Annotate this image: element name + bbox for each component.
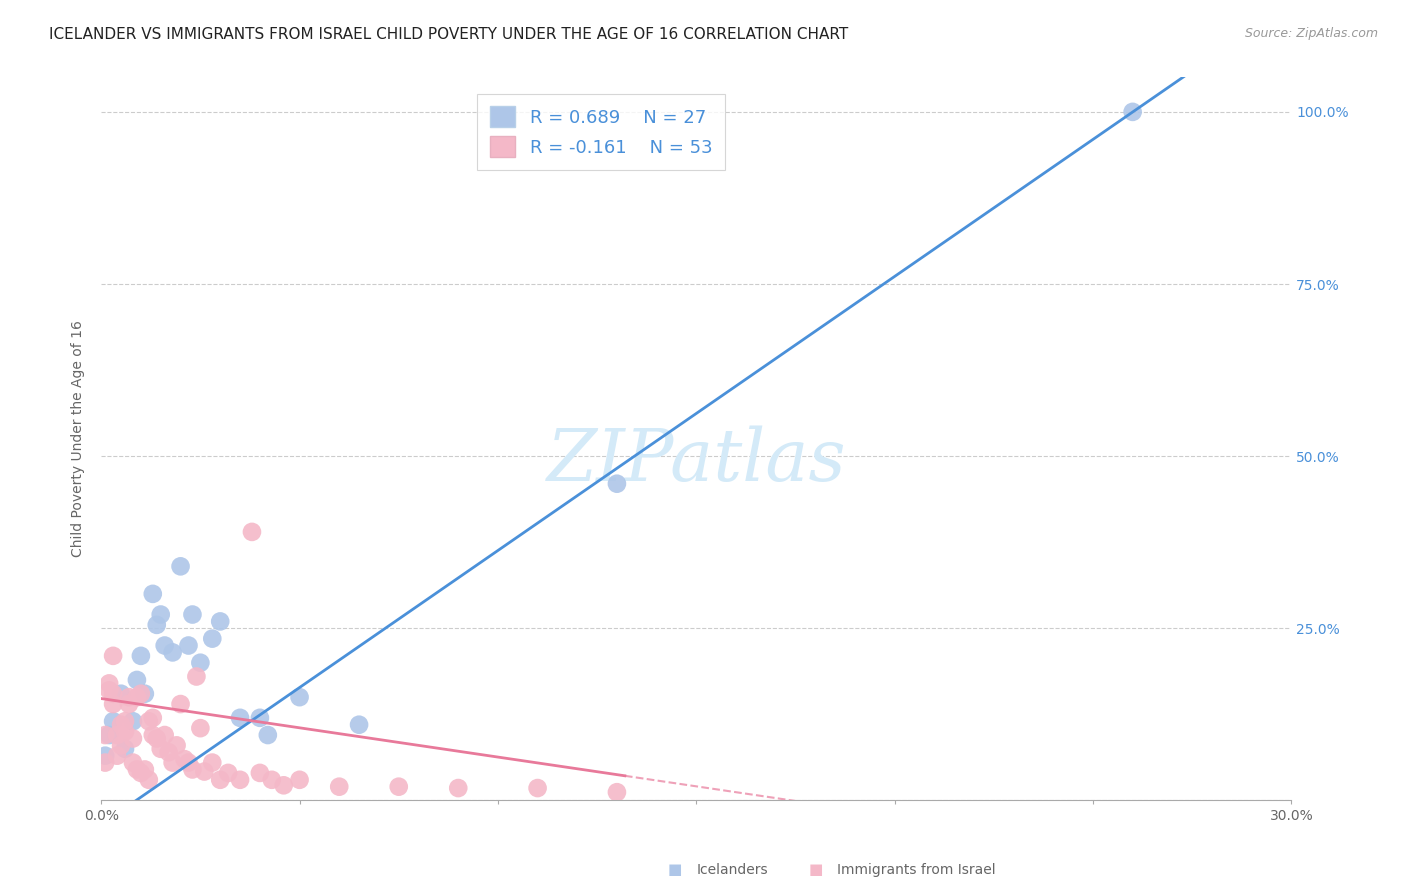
Point bbox=[101, 714, 124, 729]
Point bbox=[153, 728, 176, 742]
Point bbox=[98, 683, 121, 698]
Point bbox=[190, 721, 212, 735]
Text: ZIPatlas: ZIPatlas bbox=[547, 425, 846, 496]
Point bbox=[181, 763, 204, 777]
Point bbox=[98, 676, 121, 690]
Point bbox=[101, 687, 124, 701]
Text: ■: ■ bbox=[668, 863, 682, 877]
Point bbox=[181, 607, 204, 622]
Point bbox=[122, 731, 145, 746]
Text: Icelanders: Icelanders bbox=[696, 863, 768, 877]
Point bbox=[105, 728, 128, 742]
Text: Immigrants from Israel: Immigrants from Israel bbox=[837, 863, 995, 877]
Point bbox=[217, 765, 239, 780]
Point bbox=[94, 728, 117, 742]
Point bbox=[1122, 104, 1144, 119]
Point bbox=[240, 524, 263, 539]
Point bbox=[260, 772, 283, 787]
Point bbox=[193, 764, 215, 779]
Point bbox=[125, 763, 148, 777]
Point bbox=[388, 780, 411, 794]
Point bbox=[166, 739, 188, 753]
Legend: R = 0.689    N = 27, R = -0.161    N = 53: R = 0.689 N = 27, R = -0.161 N = 53 bbox=[477, 94, 725, 169]
Point bbox=[101, 648, 124, 663]
Point bbox=[249, 711, 271, 725]
Point bbox=[142, 711, 165, 725]
Point bbox=[129, 765, 152, 780]
Point bbox=[149, 607, 172, 622]
Point bbox=[201, 632, 224, 646]
Point bbox=[125, 673, 148, 687]
Point bbox=[157, 745, 180, 759]
Point bbox=[447, 780, 470, 795]
Text: ■: ■ bbox=[808, 863, 823, 877]
Point bbox=[209, 615, 232, 629]
Point bbox=[101, 697, 124, 711]
Point bbox=[142, 587, 165, 601]
Point bbox=[134, 687, 156, 701]
Point bbox=[129, 648, 152, 663]
Point bbox=[110, 687, 132, 701]
Point bbox=[114, 714, 136, 729]
Point bbox=[162, 645, 184, 659]
Point bbox=[138, 772, 160, 787]
Y-axis label: Child Poverty Under the Age of 16: Child Poverty Under the Age of 16 bbox=[72, 320, 86, 558]
Point bbox=[606, 476, 628, 491]
Point bbox=[273, 778, 295, 792]
Point bbox=[110, 717, 132, 731]
Point bbox=[145, 618, 167, 632]
Point bbox=[229, 711, 252, 725]
Point bbox=[177, 756, 200, 770]
Point bbox=[138, 714, 160, 729]
Point bbox=[149, 741, 172, 756]
Point bbox=[186, 669, 208, 683]
Text: Source: ZipAtlas.com: Source: ZipAtlas.com bbox=[1244, 27, 1378, 40]
Point bbox=[98, 728, 121, 742]
Point bbox=[94, 756, 117, 770]
Point bbox=[118, 697, 141, 711]
Point bbox=[169, 697, 191, 711]
Point bbox=[328, 780, 350, 794]
Point bbox=[209, 772, 232, 787]
Point bbox=[177, 639, 200, 653]
Point bbox=[162, 756, 184, 770]
Point bbox=[153, 639, 176, 653]
Point bbox=[129, 687, 152, 701]
Point bbox=[288, 772, 311, 787]
Point bbox=[288, 690, 311, 705]
Point bbox=[122, 714, 145, 729]
Point bbox=[114, 741, 136, 756]
Point bbox=[122, 756, 145, 770]
Point bbox=[256, 728, 278, 742]
Point bbox=[118, 690, 141, 705]
Point bbox=[526, 780, 548, 795]
Point bbox=[347, 717, 370, 731]
Point bbox=[110, 739, 132, 753]
Point bbox=[229, 772, 252, 787]
Point bbox=[125, 690, 148, 705]
Point bbox=[94, 748, 117, 763]
Point bbox=[173, 752, 195, 766]
Point bbox=[201, 756, 224, 770]
Point bbox=[134, 763, 156, 777]
Point bbox=[169, 559, 191, 574]
Text: ICELANDER VS IMMIGRANTS FROM ISRAEL CHILD POVERTY UNDER THE AGE OF 16 CORRELATIO: ICELANDER VS IMMIGRANTS FROM ISRAEL CHIL… bbox=[49, 27, 848, 42]
Point bbox=[606, 785, 628, 799]
Point bbox=[105, 748, 128, 763]
Point bbox=[142, 728, 165, 742]
Point bbox=[114, 724, 136, 739]
Point bbox=[249, 765, 271, 780]
Point bbox=[145, 731, 167, 746]
Point bbox=[190, 656, 212, 670]
